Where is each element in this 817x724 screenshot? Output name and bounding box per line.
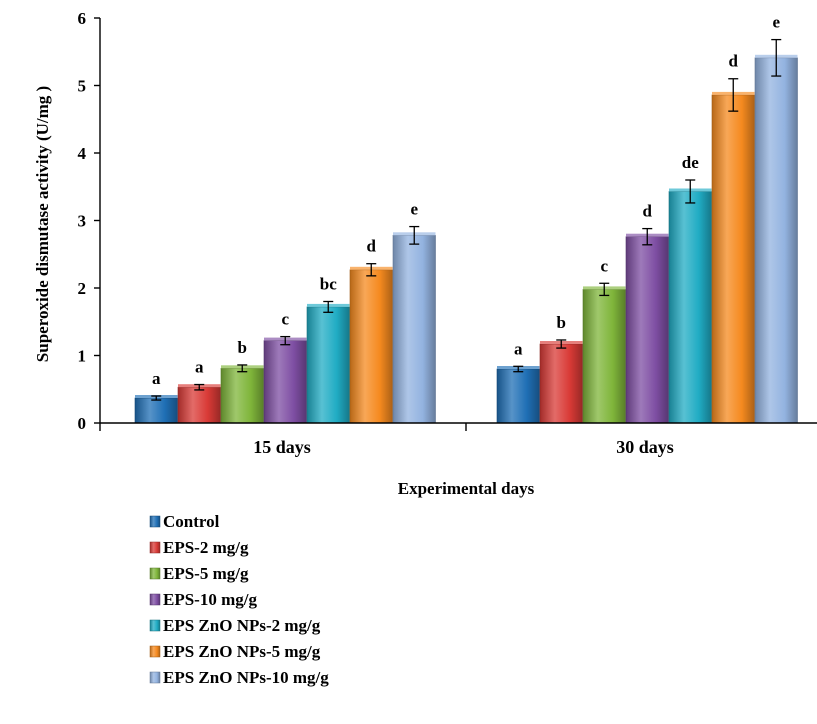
legend-label-2: EPS-5 mg/g (163, 564, 249, 583)
legend-swatch-2 (149, 567, 161, 580)
sig-label-1-2: c (600, 256, 608, 275)
bar-1-0 (496, 368, 540, 424)
legend-swatch-4 (149, 619, 161, 632)
sig-label-0-1: a (195, 358, 204, 377)
legend-swatch-0 (149, 515, 161, 528)
error-bar-0-3 (280, 335, 291, 346)
legend-swatch-6 (149, 671, 161, 684)
sig-label-0-0: a (152, 369, 161, 388)
error-bar-1-6 (771, 38, 782, 77)
error-bar-1-3 (642, 227, 653, 246)
sig-label-1-3: d (643, 202, 653, 221)
sig-label-0-3: c (281, 310, 289, 329)
sig-label-0-6: e (410, 200, 418, 219)
bar-0-1 (177, 386, 221, 424)
legend-label-0: Control (163, 512, 220, 531)
error-bar-0-4 (323, 300, 334, 313)
bar-1-6 (754, 57, 798, 424)
sig-label-1-1: b (557, 313, 566, 332)
sig-label-1-6: e (772, 13, 780, 32)
error-bar-1-4 (685, 179, 696, 204)
y-tick-label-0: 0 (78, 414, 87, 433)
error-bar-0-6 (409, 225, 420, 245)
x-axis-title: Experimental days (398, 479, 535, 498)
error-bar-1-2 (599, 282, 610, 297)
bar-1-5 (711, 94, 755, 424)
bar-1-4 (668, 191, 712, 424)
y-tick-label-4: 4 (78, 144, 87, 163)
y-tick-label-3: 3 (78, 212, 87, 231)
legend-label-3: EPS-10 mg/g (163, 590, 257, 609)
x-category-label-1: 30 days (616, 437, 674, 457)
y-tick-label-1: 1 (78, 347, 87, 366)
error-bar-0-5 (366, 263, 377, 277)
sig-label-1-4: de (682, 153, 699, 172)
error-bar-0-0 (151, 395, 162, 401)
bar-0-5 (349, 269, 393, 424)
bar-0-2 (220, 367, 264, 424)
y-tick-label-5: 5 (78, 77, 87, 96)
bar-0-4 (306, 306, 350, 424)
sig-label-0-5: d (367, 237, 377, 256)
bar-0-0 (134, 397, 178, 424)
bar-0-3 (263, 340, 307, 424)
legend-swatch-5 (149, 645, 161, 658)
legend-swatch-3 (149, 593, 161, 606)
error-bar-1-1 (556, 339, 567, 349)
legend-label-6: EPS ZnO NPs-10 mg/g (163, 668, 329, 687)
bar-1-3 (625, 236, 669, 424)
x-category-label-0: 15 days (253, 437, 311, 457)
legend-label-1: EPS-2 mg/g (163, 538, 249, 557)
y-tick-label-6: 6 (78, 9, 87, 28)
error-bar-0-1 (194, 383, 205, 391)
sig-label-1-0: a (514, 339, 523, 358)
legend-swatch-1 (149, 541, 161, 554)
bar-0-6 (392, 235, 436, 424)
y-tick-label-2: 2 (78, 279, 87, 298)
legend-label-4: EPS ZnO NPs-2 mg/g (163, 616, 321, 635)
bar-1-2 (582, 289, 626, 424)
bar-1-1 (539, 343, 583, 424)
sig-label-1-5: d (729, 52, 739, 71)
sig-label-0-2: b (238, 338, 247, 357)
y-axis-title: Superoxide dismutase activity (U/mg ) (33, 86, 52, 362)
error-bar-1-5 (728, 78, 739, 112)
sig-label-0-4: bc (320, 275, 337, 294)
error-bar-1-0 (513, 365, 524, 373)
legend-label-5: EPS ZnO NPs-5 mg/g (163, 642, 321, 661)
error-bar-0-2 (237, 364, 248, 373)
